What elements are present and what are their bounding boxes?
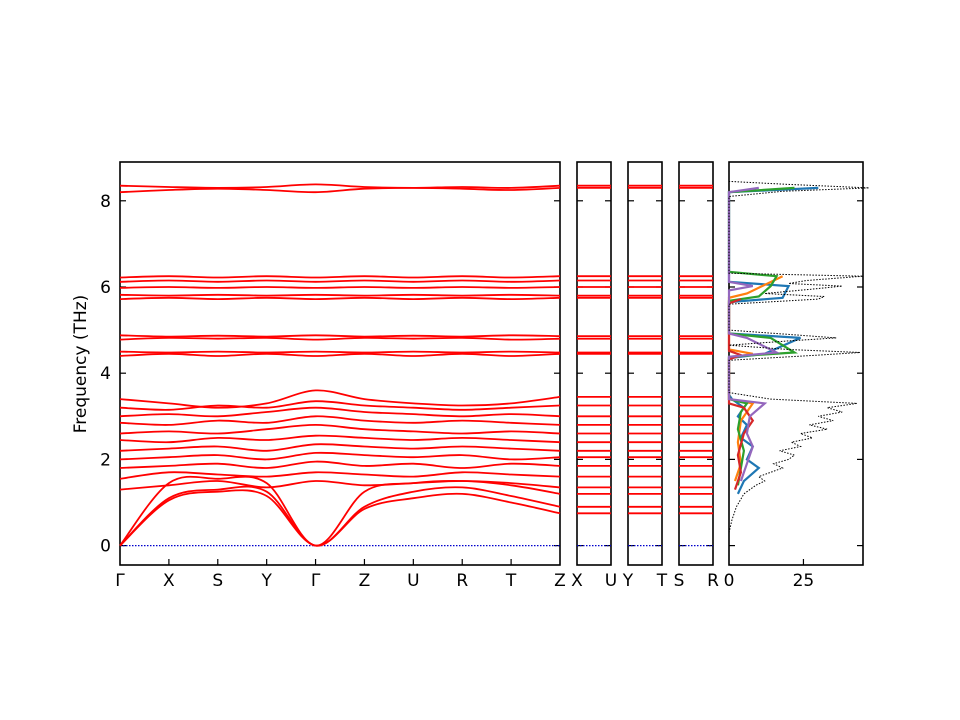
y-tick-label: 2 — [100, 450, 111, 470]
kpoint-label: Y — [622, 571, 634, 591]
band-line — [119, 186, 561, 194]
y-axis-label: Frequency (THz) — [71, 295, 91, 434]
y-tick-label: 8 — [100, 192, 111, 212]
band-panel-0-frame — [119, 161, 561, 566]
band-line — [119, 480, 561, 491]
band-line — [119, 415, 561, 426]
band-line — [119, 352, 561, 357]
dos-panel: 0 25 — [724, 161, 870, 591]
kpoint-label: Z — [554, 571, 566, 591]
total-dos-line — [728, 180, 870, 533]
kpoint-label: T — [656, 571, 668, 591]
kpoint-label: R — [707, 571, 719, 591]
kpoint-label: X — [571, 571, 583, 591]
partial-dos-line — [727, 298, 755, 490]
band-line — [119, 434, 561, 444]
band-line — [119, 334, 561, 338]
y-tick-label: 0 — [100, 537, 111, 557]
kpoint-label: Y — [260, 571, 272, 591]
kpoint-label: Γ — [115, 571, 125, 591]
band-line — [119, 423, 561, 435]
band-panel-main: Γ X S Y Γ Z U R T Z 0 2 4 6 8 — [100, 161, 566, 591]
band-line — [119, 183, 561, 189]
kpoint-label: U — [407, 571, 419, 591]
band-line — [119, 406, 561, 418]
band-line — [119, 293, 561, 297]
band-line — [119, 471, 561, 480]
band-line — [119, 350, 561, 354]
band-line — [119, 336, 561, 341]
band-line — [119, 451, 561, 461]
band-line — [119, 389, 561, 409]
kpoint-label: X — [163, 571, 175, 591]
kpoint-label: U — [605, 571, 617, 591]
band-panel-3-frame — [678, 161, 714, 566]
dos-xtick-label: 25 — [793, 571, 815, 591]
band-panel-1-frame — [576, 161, 612, 566]
partial-dos-line — [727, 186, 799, 486]
kpoint-label: R — [456, 571, 468, 591]
y-tick-label: 4 — [100, 364, 111, 384]
band-panel-2-frame — [627, 161, 663, 566]
kpoint-label: T — [505, 571, 517, 591]
kpoint-label: S — [674, 571, 685, 591]
band-line — [119, 279, 561, 283]
band-line — [119, 443, 561, 452]
kpoint-label: Z — [359, 571, 371, 591]
y-tick-label: 6 — [100, 278, 111, 298]
band-line — [119, 400, 561, 411]
band-line — [119, 460, 561, 469]
dos-xtick-label: 0 — [724, 571, 735, 591]
band-line — [119, 485, 561, 547]
partial-dos-line — [727, 186, 781, 482]
band-line — [119, 286, 561, 289]
band-line — [119, 275, 561, 279]
kpoint-label: S — [212, 571, 223, 591]
band-line — [119, 296, 561, 301]
kpoint-label: Γ — [311, 571, 321, 591]
